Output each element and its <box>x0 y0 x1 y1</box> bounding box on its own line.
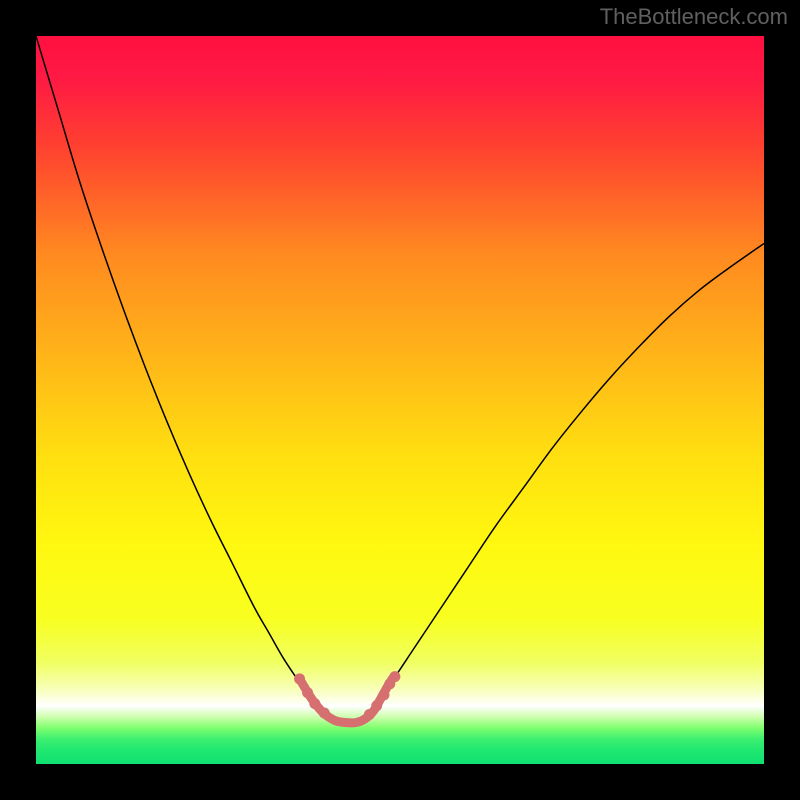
left-curve <box>36 36 313 701</box>
right-curve <box>378 243 764 700</box>
watermark-text: TheBottleneck.com <box>600 4 788 30</box>
curve-overlay <box>36 36 764 764</box>
plot-area <box>36 36 764 764</box>
chart-container: TheBottleneck.com <box>0 0 800 800</box>
bottom-highlight-dots <box>294 671 400 720</box>
